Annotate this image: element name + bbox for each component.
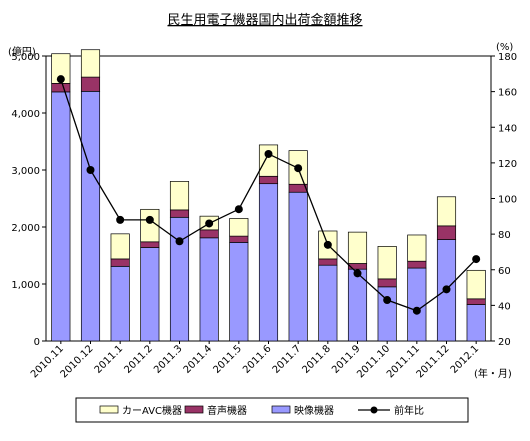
x-tick-label: 2011.7 <box>271 343 304 376</box>
bar-segment <box>169 209 190 218</box>
bar-segment <box>466 298 486 305</box>
left-tick-label: 2,000 <box>11 223 40 234</box>
left-tick-label: 4,000 <box>11 109 40 120</box>
bar-segment <box>377 278 397 288</box>
right-tick-label: 160 <box>498 88 517 99</box>
x-tick-label: 2011.3 <box>152 343 185 376</box>
bar-segment <box>258 183 279 342</box>
x-tick-label: 2011.1 <box>93 343 126 376</box>
yoy-point <box>264 149 273 158</box>
yoy-point <box>294 164 303 173</box>
legend-swatch <box>271 405 291 414</box>
bar-segment <box>51 53 71 84</box>
bar-segment <box>140 208 160 243</box>
bar-segment <box>407 260 427 269</box>
bar-segment <box>318 264 338 342</box>
x-axis-unit: (年・月) <box>474 367 512 380</box>
right-tick-label: 180 <box>498 52 517 63</box>
bar-segment <box>110 265 130 342</box>
legend-label: 映像機器 <box>294 404 334 417</box>
yoy-point <box>412 306 421 315</box>
yoy-point <box>56 75 65 84</box>
bar-segment <box>51 83 71 93</box>
bar-segment <box>258 144 279 177</box>
x-tick-label: 2011.8 <box>300 343 333 376</box>
bar-segment <box>436 196 457 227</box>
bar-segment <box>110 233 130 260</box>
right-tick-label: 60 <box>498 266 511 277</box>
yoy-point <box>205 219 214 228</box>
bar-segment <box>436 225 457 240</box>
bar-segment <box>288 191 308 342</box>
right-tick-label: 40 <box>498 301 511 312</box>
x-tick-label: 2011.6 <box>241 343 274 376</box>
plot-area: 0 1,000 2,000 3,000 4,000 5,000 20 40 60 80 100 120… <box>11 49 517 380</box>
bar-segment <box>80 90 101 342</box>
bar-segment <box>258 175 279 185</box>
bar-segment <box>407 234 427 262</box>
legend-label: 音声機器 <box>207 404 247 417</box>
chart-title: 民生用電子機器国内出荷金額推移 <box>167 12 362 28</box>
x-tick-label: 2011.4 <box>182 343 215 376</box>
bar-segment <box>51 91 71 342</box>
yoy-point <box>442 285 451 294</box>
yoy-point <box>323 240 332 249</box>
right-tick-label: 100 <box>498 195 517 206</box>
right-tick-label: 80 <box>498 230 511 241</box>
bar-segment <box>229 218 249 237</box>
yoy-point <box>472 255 481 264</box>
right-tick-label: 20 <box>498 337 511 348</box>
x-tick-label: 2011.12 <box>415 343 452 380</box>
left-tick-label: 3,000 <box>11 166 40 177</box>
bar-segment <box>377 246 397 280</box>
legend-swatch <box>184 405 204 414</box>
x-tick-label: 2010.12 <box>59 343 96 380</box>
bar-segment <box>318 258 338 266</box>
yoy-point <box>353 269 362 278</box>
yoy-point <box>175 237 184 246</box>
bar-segment <box>140 247 160 342</box>
bar-segment <box>347 231 368 264</box>
yoy-point <box>383 296 392 305</box>
right-tick-label: 140 <box>498 123 517 134</box>
yoy-point <box>116 215 125 224</box>
bar-segment <box>110 258 130 267</box>
legend: カーAVC機器 音声機器 映像機器 前年比 <box>75 397 469 423</box>
bar-segment <box>140 241 160 248</box>
bar-segment <box>229 242 249 342</box>
yoy-point <box>86 166 95 174</box>
left-axis-unit: (億円) <box>8 45 36 58</box>
bar-segment <box>199 229 219 239</box>
bar-segment <box>80 76 101 92</box>
legend-line-marker <box>370 406 378 414</box>
yoy-point <box>145 215 154 224</box>
right-axis-unit: (%) <box>496 42 513 53</box>
right-tick-label: 120 <box>498 159 517 170</box>
bar-segment <box>407 267 427 342</box>
yoy-point <box>234 205 243 214</box>
x-tick-label: 2011.2 <box>122 343 155 376</box>
bar-segment <box>466 269 486 300</box>
left-tick-label: 0 <box>34 337 40 348</box>
bar-segment <box>199 237 219 342</box>
x-tick-label: 2011.5 <box>211 343 244 376</box>
legend-label: 前年比 <box>394 404 424 417</box>
bar-segment <box>229 235 249 243</box>
bar-segment <box>466 304 486 342</box>
legend-label: カーAVC機器 <box>122 404 182 417</box>
left-tick-label: 5,000 <box>11 52 40 63</box>
left-tick-label: 1,000 <box>11 280 40 291</box>
bar-segment <box>80 49 101 78</box>
legend-swatch <box>99 405 119 414</box>
bar-segment <box>169 181 190 211</box>
